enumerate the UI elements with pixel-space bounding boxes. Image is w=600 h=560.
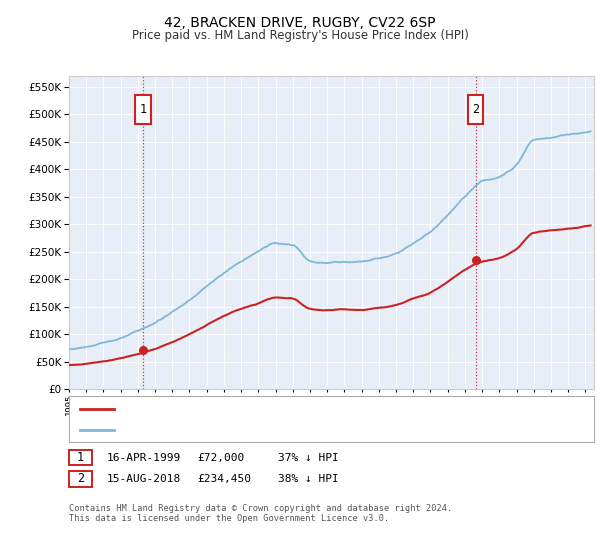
FancyBboxPatch shape (468, 95, 484, 124)
Text: 42, BRACKEN DRIVE, RUGBY, CV22 6SP: 42, BRACKEN DRIVE, RUGBY, CV22 6SP (164, 16, 436, 30)
Text: 15-AUG-2018: 15-AUG-2018 (107, 474, 181, 484)
Text: 1: 1 (139, 103, 146, 116)
Text: 38% ↓ HPI: 38% ↓ HPI (278, 474, 338, 484)
Text: 2: 2 (77, 472, 84, 486)
Text: Price paid vs. HM Land Registry's House Price Index (HPI): Price paid vs. HM Land Registry's House … (131, 29, 469, 42)
Text: 2: 2 (472, 103, 479, 116)
Text: 1: 1 (77, 451, 84, 464)
Text: 42, BRACKEN DRIVE, RUGBY, CV22 6SP (detached house): 42, BRACKEN DRIVE, RUGBY, CV22 6SP (deta… (121, 404, 440, 414)
Text: 16-APR-1999: 16-APR-1999 (107, 452, 181, 463)
FancyBboxPatch shape (135, 95, 151, 124)
Text: £72,000: £72,000 (197, 452, 244, 463)
Text: Contains HM Land Registry data © Crown copyright and database right 2024.
This d: Contains HM Land Registry data © Crown c… (69, 504, 452, 524)
Text: HPI: Average price, detached house, Rugby: HPI: Average price, detached house, Rugb… (121, 424, 377, 435)
Text: £234,450: £234,450 (197, 474, 251, 484)
Text: 37% ↓ HPI: 37% ↓ HPI (278, 452, 338, 463)
